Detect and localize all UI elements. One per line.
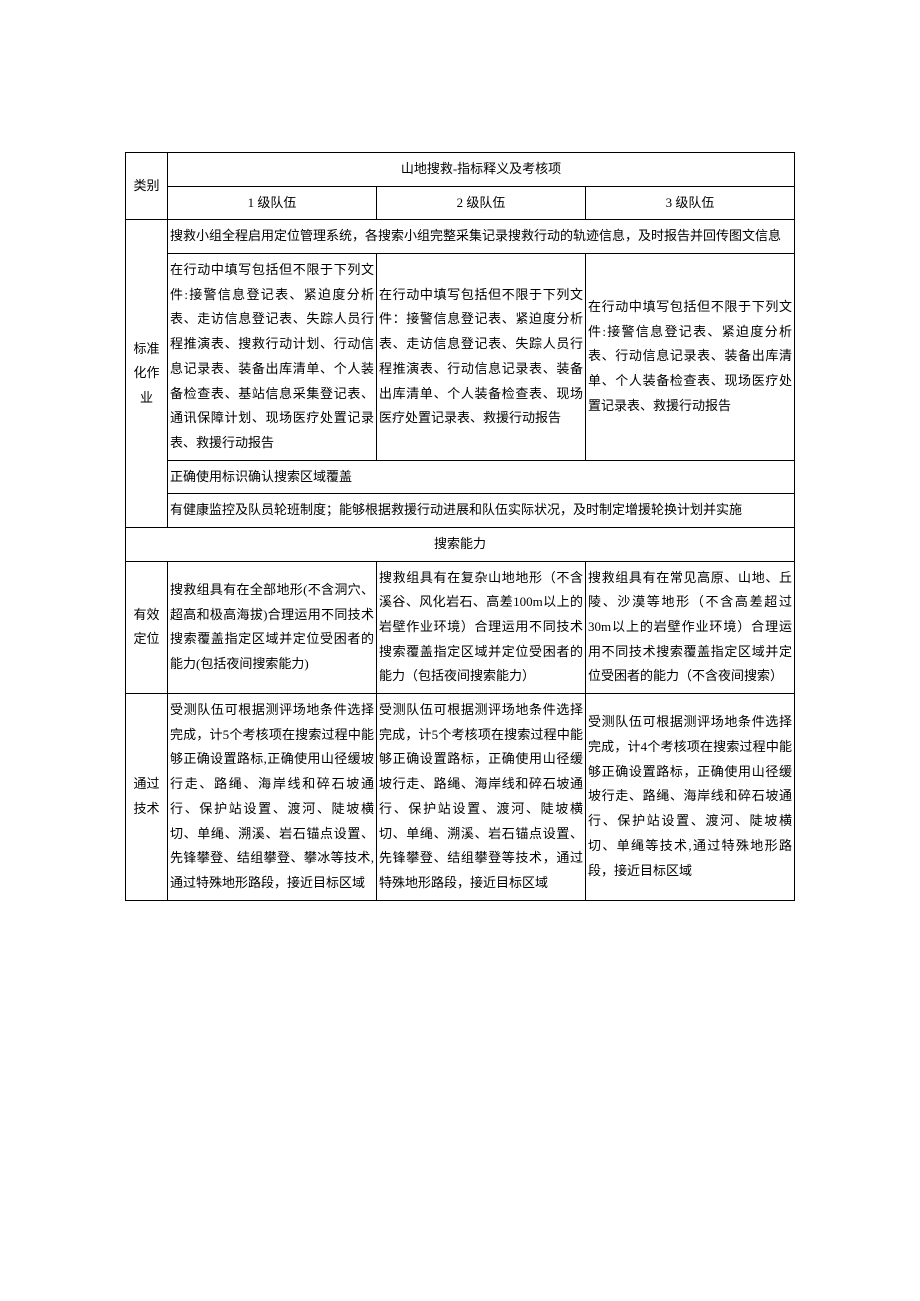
pass-tech-l3: 受测队伍可根据测评场地条件选择完成，计4个考核项在搜索过程中能够正确设置路标，正… [586, 694, 795, 901]
level3-header: 3 级队伍 [586, 186, 795, 220]
std-ops-r2-l3: 在行动中填写包括但不限于下列文件:接警信息登记表、紧迫度分析表、行动信息记录表、… [586, 254, 795, 461]
search-section-row: 搜索能力 [126, 527, 795, 561]
std-ops-r2-l1: 在行动中填写包括但不限于下列文件:接警信息登记表、紧迫度分析表、走访信息登记表、… [168, 254, 377, 461]
pass-tech-label: 通过技术 [126, 694, 168, 901]
level2-header: 2 级队伍 [377, 186, 586, 220]
category-header: 类别 [126, 153, 168, 220]
level1-header: 1 级队伍 [168, 186, 377, 220]
effective-loc-l3: 搜救组具有在常见高原、山地、丘陵、沙漠等地形（不含高差超过30m以上的岩壁作业环… [586, 561, 795, 693]
effective-loc-row: 有效定位 搜救组具有在全部地形(不含洞穴、超高和极高海拔)合理运用不同技术搜索覆… [126, 561, 795, 693]
header-row-2: 1 级队伍 2 级队伍 3 级队伍 [126, 186, 795, 220]
std-ops-r3: 正确使用标识确认搜索区域覆盖 [168, 460, 795, 494]
pass-tech-l1: 受测队伍可根据测评场地条件选择完成，计5个考核项在搜索过程中能够正确设置路标,正… [168, 694, 377, 901]
std-ops-row-4: 有健康监控及队员轮班制度；能够根据救援行动进展和队伍实际状况，及时制定增援轮换计… [126, 494, 795, 528]
main-header: 山地搜救-指标释义及考核项 [168, 153, 795, 187]
std-ops-r1: 搜救小组全程启用定位管理系统，各搜索小组完整采集记录搜救行动的轨迹信息，及时报告… [168, 220, 795, 254]
pass-tech-row: 通过技术 受测队伍可根据测评场地条件选择完成，计5个考核项在搜索过程中能够正确设… [126, 694, 795, 901]
std-ops-r2-l2: 在行动中填写包括但不限于下列文件：接警信息登记表、紧迫度分析表、走访信息登记表、… [377, 254, 586, 461]
std-ops-row-1: 标准化作业 搜救小组全程启用定位管理系统，各搜索小组完整采集记录搜救行动的轨迹信… [126, 220, 795, 254]
search-section-header: 搜索能力 [126, 527, 795, 561]
std-ops-r4: 有健康监控及队员轮班制度；能够根据救援行动进展和队伍实际状况，及时制定增援轮换计… [168, 494, 795, 528]
effective-loc-l2: 搜救组具有在复杂山地地形（不含溪谷、风化岩石、高差100m以上的岩壁作业环境）合… [377, 561, 586, 693]
effective-loc-l1: 搜救组具有在全部地形(不含洞穴、超高和极高海拔)合理运用不同技术搜索覆盖指定区域… [168, 561, 377, 693]
pass-tech-l2: 受测队伍可根据测评场地条件选择完成，计5个考核项在搜索过程中能够正确设置路标，正… [377, 694, 586, 901]
std-ops-label: 标准化作业 [126, 220, 168, 528]
header-row-1: 类别 山地搜救-指标释义及考核项 [126, 153, 795, 187]
std-ops-row-2: 在行动中填写包括但不限于下列文件:接警信息登记表、紧迫度分析表、走访信息登记表、… [126, 254, 795, 461]
standards-table: 类别 山地搜救-指标释义及考核项 1 级队伍 2 级队伍 3 级队伍 标准化作业… [125, 152, 795, 901]
effective-loc-label: 有效定位 [126, 561, 168, 693]
std-ops-row-3: 正确使用标识确认搜索区域覆盖 [126, 460, 795, 494]
